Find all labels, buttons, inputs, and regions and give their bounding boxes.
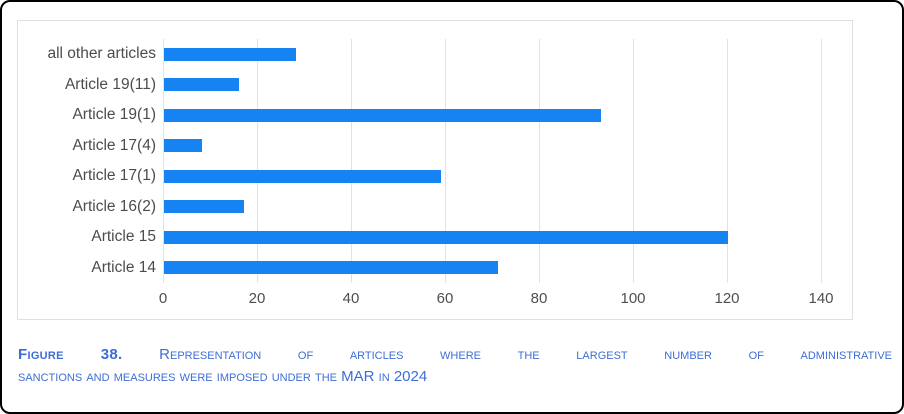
- figure-caption-line2: sanctions and measures were imposed unde…: [18, 367, 428, 385]
- gridline: [163, 39, 164, 283]
- x-tick-label: 40: [342, 290, 360, 307]
- category-label: Article 19(11): [64, 75, 156, 93]
- gridline: [351, 39, 352, 283]
- figure-caption-text: Representation of articles where the lar…: [122, 346, 892, 363]
- gridline: [727, 39, 728, 283]
- bar: [164, 47, 296, 61]
- gridline: [821, 39, 822, 283]
- x-tick-label: 20: [248, 290, 266, 307]
- figure-number-label: Figure 38.: [18, 346, 123, 363]
- bar-chart: all other articles Article 19(11) Article …: [17, 20, 853, 320]
- x-tick-label: 0: [158, 290, 168, 307]
- bar: [164, 108, 602, 122]
- x-tick-label: 140: [808, 290, 834, 307]
- figure-caption-line1: Figure 38. Representation of articles wh…: [18, 344, 892, 366]
- bar: [164, 230, 728, 244]
- gridline: [539, 39, 540, 283]
- category-label: all other articles: [47, 45, 156, 63]
- category-axis: all other articles Article 19(11) Article …: [18, 39, 156, 283]
- x-tick-label: 60: [436, 290, 454, 307]
- x-tick-label: 80: [530, 290, 548, 307]
- plot-area: [163, 39, 853, 283]
- category-label: Article 17(1): [72, 167, 156, 185]
- category-label: Article 17(4): [72, 136, 156, 154]
- bar: [164, 200, 244, 214]
- gridline: [633, 39, 634, 283]
- bar: [164, 139, 202, 153]
- category-label: Article 15: [91, 228, 156, 246]
- gridline: [257, 39, 258, 283]
- category-label: Article 14: [91, 258, 156, 276]
- figure-caption: Figure 38. Representation of articles wh…: [18, 344, 892, 387]
- category-label: Article 19(1): [72, 106, 156, 124]
- bar: [164, 169, 442, 183]
- x-tick-label: 120: [714, 290, 740, 307]
- x-tick-label: 100: [620, 290, 646, 307]
- bar: [164, 261, 498, 275]
- gridline: [445, 39, 446, 283]
- x-axis-ticks: 0 20 40 60 80 100 120 140: [159, 290, 853, 310]
- bar: [164, 78, 240, 92]
- category-label: Article 16(2): [72, 197, 156, 215]
